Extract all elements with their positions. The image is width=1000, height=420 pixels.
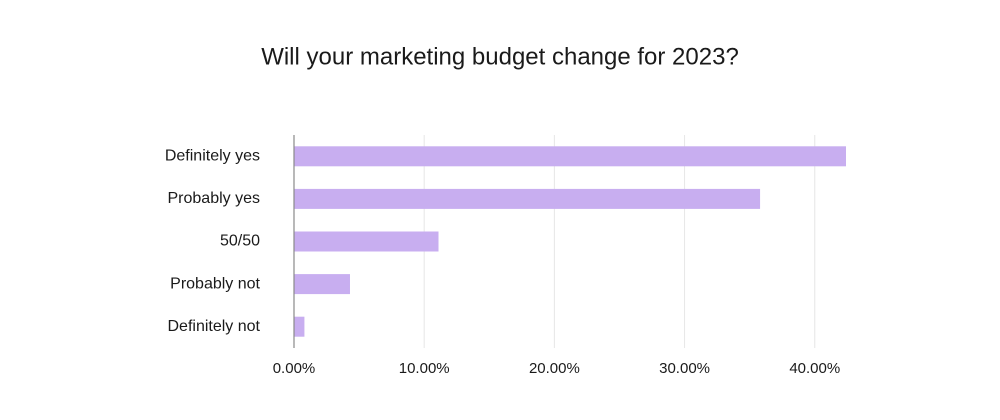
bar bbox=[294, 231, 439, 252]
x-tick-label: 20.00% bbox=[529, 360, 580, 377]
y-tick-label: 50/50 bbox=[220, 233, 260, 250]
y-tick-label: Definitely yes bbox=[165, 148, 260, 165]
x-tick-label: 0.00% bbox=[273, 360, 316, 377]
x-tick-label: 30.00% bbox=[659, 360, 710, 377]
bar bbox=[294, 146, 846, 167]
chart-title: Will your marketing budget change for 20… bbox=[261, 43, 739, 70]
bar bbox=[294, 316, 305, 337]
y-tick-label: Probably not bbox=[170, 275, 260, 292]
x-tick-label: 10.00% bbox=[399, 360, 450, 377]
x-tick-label: 40.00% bbox=[789, 360, 840, 377]
bar bbox=[294, 274, 350, 295]
bar bbox=[294, 188, 761, 209]
y-tick-label: Probably yes bbox=[168, 190, 261, 207]
y-tick-label: Definitely not bbox=[168, 318, 261, 335]
